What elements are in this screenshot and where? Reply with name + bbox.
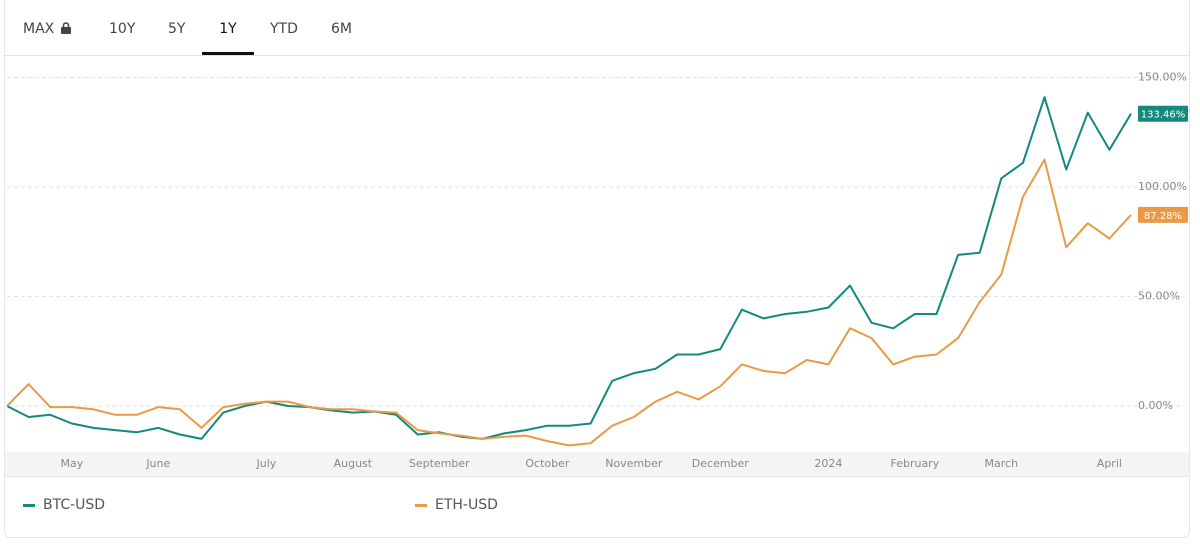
chart-card: MAX 10Y 5Y 1Y YTD 6M 0.00% 50.00% 100.00% 150.00… (4, 0, 1190, 538)
x-tick-label: September (409, 457, 470, 470)
legend-item[interactable]: BTC-USD (23, 497, 105, 513)
x-tick-label: March (985, 457, 1019, 470)
tab-label: YTD (270, 21, 298, 37)
series-line (6, 96, 1132, 440)
chart: 0.00% 50.00% 100.00% 150.00% May June July Augu… (5, 71, 1189, 476)
range-tabs: MAX 10Y 5Y 1Y YTD 6M (5, 0, 1189, 56)
y-tick-label: 0.00% (1138, 399, 1173, 412)
x-tick-label: May (60, 457, 83, 470)
x-tick-label: February (890, 457, 939, 470)
value-label-box (1138, 206, 1188, 223)
y-tick-label: 100.00% (1138, 180, 1187, 193)
value-label: 87.28% (1144, 211, 1182, 222)
x-tick-label: November (605, 457, 663, 470)
value-label-box (1138, 105, 1188, 122)
range-tab[interactable]: 6M (331, 0, 352, 55)
x-tick-label: August (334, 457, 373, 470)
legend-label: ETH-USD (435, 497, 498, 513)
x-tick-label: December (692, 457, 750, 470)
range-tab[interactable]: MAX (23, 0, 72, 55)
range-tab[interactable]: 5Y (168, 0, 185, 55)
legend-swatch (23, 503, 35, 507)
x-tick-label: 2024 (814, 457, 842, 470)
x-tick-label: April (1097, 457, 1122, 470)
x-axis-band (5, 452, 1189, 476)
range-tab[interactable]: 1Y (202, 0, 254, 55)
series-line (6, 158, 1132, 447)
range-tab[interactable]: 10Y (109, 0, 135, 55)
legend: BTC-USD ETH-USD (5, 476, 1189, 537)
range-tab[interactable]: YTD (270, 0, 298, 55)
legend-label: BTC-USD (43, 497, 106, 513)
x-tick-label: October (525, 457, 569, 470)
tab-label: 5Y (168, 21, 186, 37)
tab-label: 10Y (109, 21, 136, 37)
y-tick-label: 150.00% (1138, 71, 1187, 84)
x-tick-label: June (145, 457, 170, 470)
tab-label: 6M (331, 21, 352, 37)
y-tick-label: 50.00% (1138, 290, 1180, 303)
tab-label: 1Y (219, 21, 237, 37)
legend-item[interactable]: ETH-USD (415, 497, 498, 513)
legend-swatch (415, 503, 427, 507)
value-label: 133.46% (1141, 110, 1186, 121)
lock-icon (61, 22, 72, 34)
tab-label: MAX (23, 21, 55, 37)
x-tick-label: July (255, 457, 276, 470)
